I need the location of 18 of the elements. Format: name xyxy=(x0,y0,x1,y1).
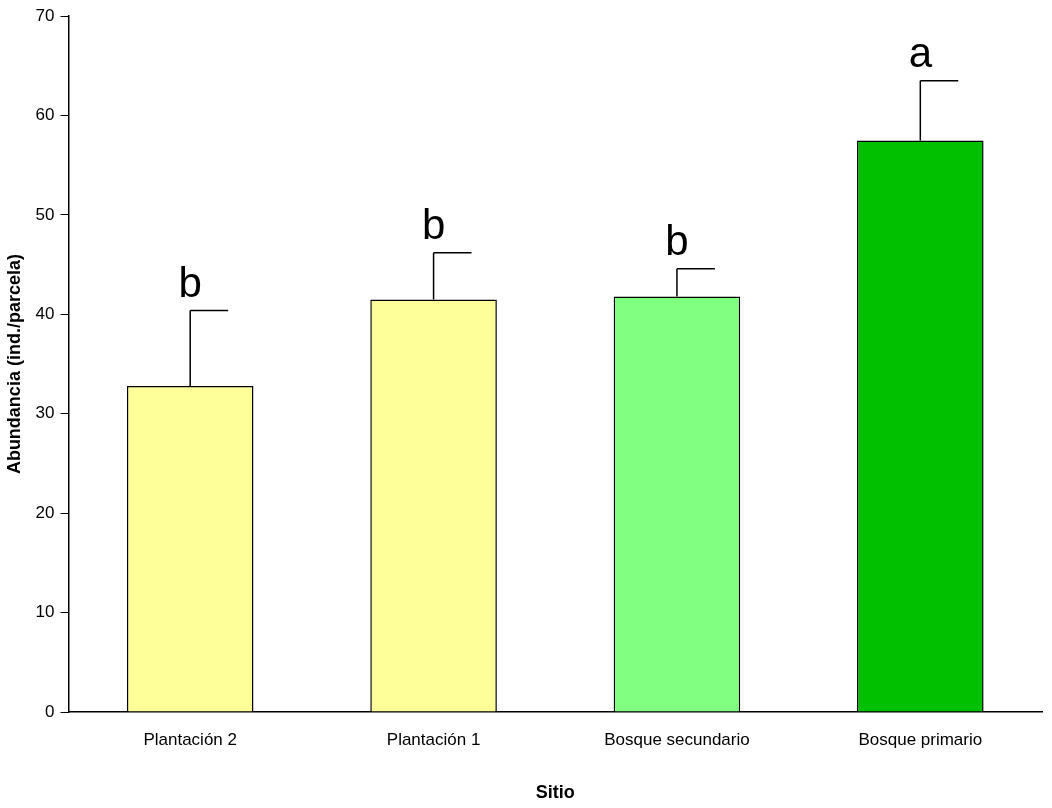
x-tick-label: Plantación 1 xyxy=(386,729,481,749)
y-tick-label: 20 xyxy=(35,502,55,522)
y-tick-label: 40 xyxy=(35,304,55,324)
y-tick-label: 70 xyxy=(35,5,55,25)
x-tick-label: Plantación 2 xyxy=(143,729,237,749)
annotation: b xyxy=(421,201,446,249)
annotation: a xyxy=(908,29,933,77)
y-tick-label: 60 xyxy=(35,105,55,125)
annotation: b xyxy=(178,259,202,306)
x-tick-label: Bosque secundario xyxy=(604,729,750,749)
x-tick-label: Bosque primario xyxy=(858,729,983,749)
y-tick-label: 10 xyxy=(35,602,55,622)
y-tick-label: 0 xyxy=(45,701,55,721)
y-tick-label: 30 xyxy=(35,403,55,423)
annotation: b xyxy=(665,217,689,265)
x-axis-title: Sitio xyxy=(535,782,575,803)
y-axis-title: Abundancia (ind./parcela) xyxy=(3,254,24,475)
y-tick-label: 50 xyxy=(35,204,55,224)
